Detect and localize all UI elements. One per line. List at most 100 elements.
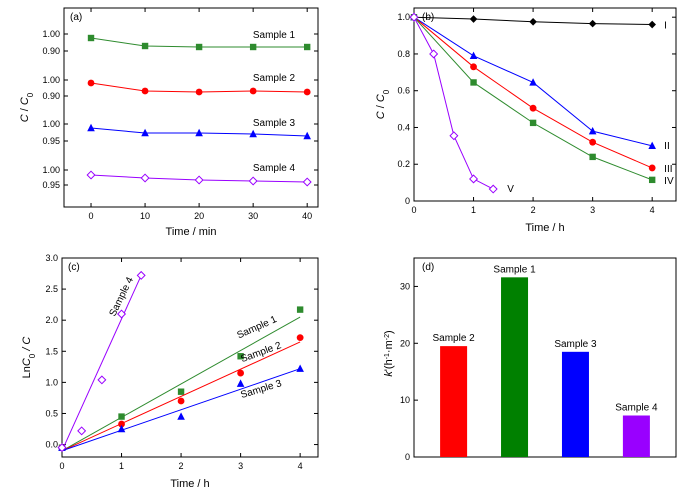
data-point	[296, 334, 304, 341]
panel-label: (c)	[68, 262, 80, 273]
y-tick-label: 20	[400, 338, 410, 348]
data-point	[648, 164, 656, 172]
x-tick-label: 4	[298, 461, 303, 471]
series-sample-2: Sample 2	[87, 73, 311, 96]
bar-label: Sample 1	[493, 264, 536, 275]
y-tick-label: 3.0	[45, 253, 58, 263]
bar	[440, 346, 468, 457]
series-i: I	[410, 13, 667, 32]
y-tick-label: 0.6	[397, 86, 410, 96]
y-axis-title-sub: 0	[26, 92, 35, 97]
fit-line	[61, 275, 142, 451]
fit-line	[61, 368, 301, 452]
y-tick-label: 0.5	[45, 408, 58, 418]
data-point	[57, 443, 67, 453]
data-point	[86, 170, 96, 180]
series-label: III	[664, 164, 672, 175]
data-point	[589, 153, 596, 161]
data-point	[141, 42, 149, 50]
bar	[561, 351, 589, 457]
data-point	[449, 131, 459, 141]
data-point	[469, 15, 478, 23]
data-point	[237, 369, 245, 377]
x-tick-label: 0	[59, 461, 64, 471]
y-axis-title-c0: C	[21, 358, 33, 366]
data-point	[529, 78, 537, 86]
data-point	[117, 424, 126, 433]
data-point	[248, 176, 258, 186]
bar-label: Sample 2	[432, 333, 475, 344]
x-tick-label: 2	[179, 461, 184, 471]
x-tick-label: 20	[194, 211, 204, 221]
y-axis-title-ln: Ln	[21, 366, 33, 378]
data-point	[529, 17, 537, 26]
y-axis-title-c: C	[19, 114, 31, 122]
panel-c: (c) 0 1 2 3 4 0.0 0.5 1.0 1.5 2.0 2.5 3.0 Time / h LnC…	[21, 253, 319, 490]
x-tick-label: 10	[140, 211, 150, 221]
panel-a: (a) 0 10 20 30 40 Time / min 1.00 0.90 1.00 0.90 1.…	[19, 7, 319, 238]
y-tick-label: 0.0	[45, 440, 58, 450]
x-tick-label: 0	[411, 205, 416, 215]
y-axis-title-c0: C	[375, 94, 387, 102]
data-point	[469, 51, 478, 59]
series-sample-4: Sample 4	[86, 163, 312, 187]
data-point	[136, 270, 146, 280]
x-tick-label: 2	[531, 205, 536, 215]
y-tick-label: 1.5	[45, 346, 58, 356]
plot-frame	[413, 257, 677, 458]
y-tick-label: 1.00	[42, 165, 60, 175]
y-axis-title-c: C	[375, 111, 387, 119]
series-label: Sample 2	[253, 73, 296, 84]
bar-group-sample-2: Sample 2	[432, 333, 475, 457]
series-label: Sample 1	[235, 314, 278, 341]
bar-label: Sample 3	[554, 339, 597, 350]
series-label: Sample 3	[253, 118, 296, 129]
data-point	[529, 119, 537, 127]
series-iii: III	[410, 13, 673, 175]
series-label: IV	[664, 176, 674, 187]
y-tick-label: 0.90	[42, 91, 60, 101]
series-sample-4: Sample 4	[57, 270, 146, 453]
series-label: Sample 1	[253, 30, 296, 41]
y-tick-label: 1.0	[45, 377, 58, 387]
fit-line	[61, 341, 301, 452]
bar-group-sample-3: Sample 3	[554, 339, 597, 457]
x-axis-title: Time / h	[170, 478, 209, 490]
data-point	[409, 12, 419, 22]
y-axis-title-exp1: -1	[384, 353, 391, 359]
x-tick-label: 30	[248, 211, 258, 221]
y-tick-label: 0.4	[397, 122, 410, 132]
y-tick-label: 0.8	[397, 49, 410, 59]
data-point	[470, 63, 477, 71]
data-point	[177, 388, 185, 395]
panel-d: (d) 0 10 20 30 k'(h-1·m-2) Sample 2 Sample 1 Sam…	[383, 257, 677, 462]
y-tick-label: 0.2	[397, 159, 410, 169]
data-point	[303, 43, 311, 51]
x-tick-label: 1	[471, 205, 476, 215]
bar-label: Sample 4	[615, 402, 658, 413]
fit-line	[61, 316, 301, 452]
y-axis-title-sub: 0	[28, 353, 37, 358]
data-point	[303, 131, 311, 140]
bar-group-sample-1: Sample 1	[493, 264, 536, 457]
data-point	[87, 123, 95, 132]
x-tick-label: 40	[302, 211, 312, 221]
data-point	[140, 173, 150, 183]
panel-label: (d)	[422, 262, 434, 273]
y-tick-label: 1.00	[42, 119, 60, 129]
data-point	[648, 20, 656, 29]
data-point	[177, 397, 185, 405]
data-point	[470, 79, 477, 86]
x-tick-label: 1	[119, 461, 124, 471]
series-ii: II	[410, 12, 670, 152]
panel-label: (a)	[70, 12, 82, 23]
series-v: V	[409, 12, 514, 195]
y-axis-title-sub: 0	[382, 89, 391, 94]
y-tick-label: 0	[405, 452, 410, 462]
y-axis-title: LnC0 / C	[21, 337, 37, 379]
data-point	[117, 309, 127, 319]
y-axis-title-close: )	[383, 330, 395, 334]
data-point	[236, 379, 245, 387]
y-tick-label: 2.0	[45, 315, 58, 325]
data-point	[648, 176, 656, 184]
